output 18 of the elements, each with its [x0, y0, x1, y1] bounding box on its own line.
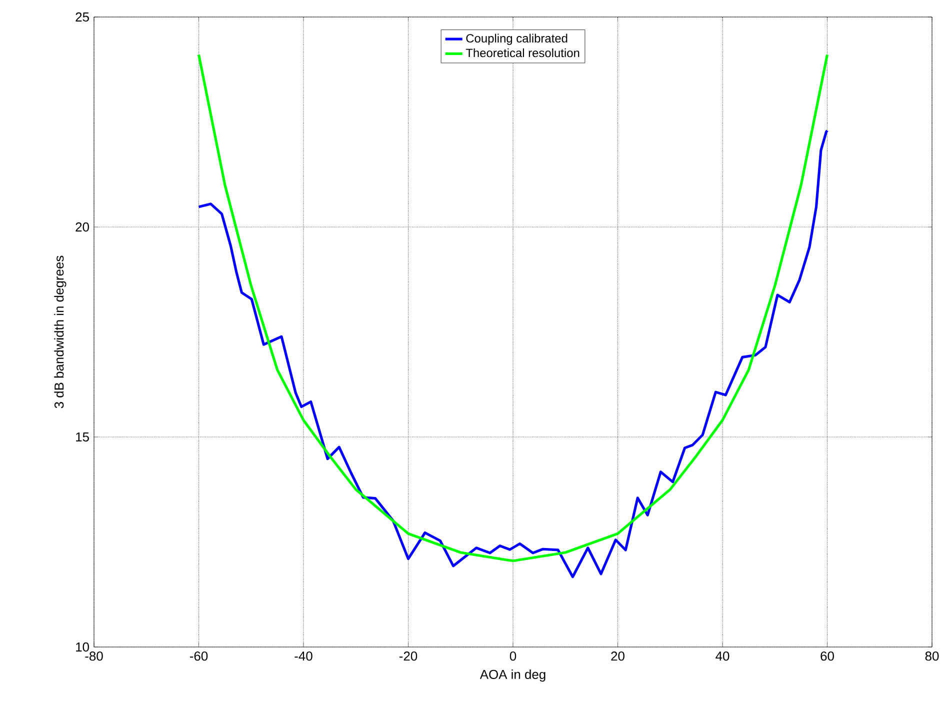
x-tick-label: -20 — [399, 652, 418, 661]
y-tick-label: 15 — [76, 432, 89, 442]
legend-label: Coupling calibrated — [466, 34, 568, 45]
x-tick-label: -80 — [85, 652, 103, 661]
x-tick-label: -60 — [190, 652, 208, 661]
y-axis-title: 3 dB bandwidth in degrees — [54, 256, 66, 408]
x-tick-label: -40 — [294, 652, 312, 661]
x-tick-label: 20 — [611, 652, 624, 661]
legend-label: Theoretical resolution — [466, 48, 580, 58]
x-axis-title: AOA in deg — [480, 670, 546, 682]
x-tick-label: 60 — [820, 652, 834, 661]
x-tick-label: 0 — [510, 652, 516, 661]
x-tick-label: 40 — [716, 652, 730, 661]
line-series — [197, 129, 829, 578]
y-tick-label: 10 — [76, 642, 89, 652]
y-tick-label: 20 — [76, 222, 89, 232]
x-tick-label: 80 — [925, 652, 939, 661]
y-tick-label: 25 — [76, 12, 89, 22]
